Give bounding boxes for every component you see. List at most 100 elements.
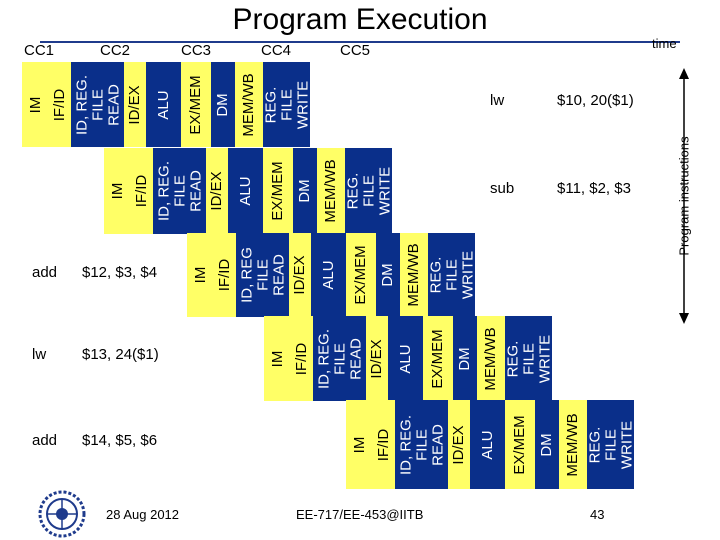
stage-data-memory: DM bbox=[376, 233, 400, 317]
instruction-op: sub bbox=[490, 180, 515, 197]
stage-label: IM bbox=[268, 350, 286, 367]
instruction-op: add bbox=[32, 264, 58, 281]
stage-id-ex-register: ID/EX bbox=[206, 148, 228, 234]
page-title: Program Execution bbox=[232, 3, 488, 36]
stage-label: MEM/WB bbox=[240, 72, 258, 137]
stage-label: IM bbox=[191, 266, 209, 284]
stage-label: DM bbox=[214, 92, 232, 117]
footer-course: EE-717/EE-453@IITB bbox=[296, 507, 424, 522]
stage-label: REG. FILE WRITE bbox=[263, 80, 310, 129]
stage-label: IM bbox=[350, 436, 368, 453]
stage-label: DM bbox=[538, 432, 556, 457]
stage-label: IF/ID bbox=[375, 428, 393, 461]
stage-ex-mem-register: EX/MEM bbox=[346, 233, 376, 317]
stage-im: IM bbox=[264, 316, 291, 401]
instruction-args: $14, $5, $6 bbox=[82, 432, 158, 449]
stage-label: ID, REG. FILE READ bbox=[154, 160, 204, 222]
clock-cycle-5: CC5 bbox=[340, 42, 371, 59]
instruction-args: $10, 20($1) bbox=[557, 92, 634, 109]
stage-if-id-register: IF/ID bbox=[49, 62, 71, 147]
stage-label: MEM/WB bbox=[482, 326, 500, 391]
stage-alu: ALU bbox=[311, 233, 346, 317]
stage-ex-mem-register: EX/MEM bbox=[423, 316, 453, 401]
stage-register-file-write: REG. FILE WRITE bbox=[345, 148, 392, 234]
stage-label: REG. FILE WRITE bbox=[345, 166, 392, 216]
stage-label: EX/MEM bbox=[187, 74, 205, 135]
stage-register-file-read: ID, REG. FILE READ bbox=[395, 400, 448, 489]
program-order-arrow bbox=[679, 68, 689, 324]
stage-id-ex-register: ID/EX bbox=[366, 316, 388, 401]
stage-label: MEM/WB bbox=[322, 159, 340, 223]
stage-register-file-read: ID, REG. FILE READ bbox=[153, 148, 206, 234]
stage-register-file-write: REG. FILE WRITE bbox=[428, 233, 475, 317]
stage-label: ALU bbox=[478, 429, 496, 460]
stage-if-id-register: IF/ID bbox=[291, 316, 313, 401]
stage-label: DM bbox=[296, 179, 314, 203]
instruction-args: $11, $2, $3 bbox=[557, 180, 631, 197]
instruction-args: $13, 24($1) bbox=[82, 346, 159, 363]
stage-label: EX/MEM bbox=[269, 161, 287, 221]
stage-register-file-read: ID, REG. FILE READ bbox=[313, 316, 366, 401]
stage-ex-mem-register: EX/MEM bbox=[263, 148, 293, 234]
footer-page-number: 43 bbox=[590, 507, 605, 522]
stage-alu: ALU bbox=[228, 148, 263, 234]
stage-label: MEM/WB bbox=[564, 412, 582, 477]
stage-alu: ALU bbox=[146, 62, 181, 147]
stage-label: ID, REG. FILE READ bbox=[314, 328, 364, 389]
stage-label: ID, REG FILE READ bbox=[237, 247, 287, 303]
stage-register-file-write: REG. FILE WRITE bbox=[587, 400, 634, 489]
stage-label: IF/ID bbox=[133, 174, 151, 208]
stage-im: IM bbox=[104, 148, 131, 234]
stage-im: IM bbox=[346, 400, 373, 489]
stage-label: DM bbox=[379, 263, 397, 287]
stage-label: ID/EX bbox=[291, 255, 309, 295]
stage-mem-wb-register: MEM/WB bbox=[559, 400, 587, 489]
clock-cycle-2: CC2 bbox=[100, 42, 131, 59]
stage-label: ID/EX bbox=[126, 84, 144, 125]
stage-label: REG. FILE WRITE bbox=[587, 420, 634, 469]
stage-label: ID, REG. FILE READ bbox=[72, 74, 122, 135]
stage-alu: ALU bbox=[388, 316, 423, 401]
stage-label: MEM/WB bbox=[405, 243, 423, 307]
title-underline bbox=[40, 41, 680, 43]
stage-label: IM bbox=[26, 96, 44, 113]
stage-label: IF/ID bbox=[51, 88, 69, 121]
instruction-op: lw bbox=[490, 92, 505, 109]
stage-if-id-register: IF/ID bbox=[373, 400, 395, 489]
stage-label: IF/ID bbox=[216, 258, 234, 292]
stage-if-id-register: IF/ID bbox=[214, 233, 236, 317]
stage-im: IM bbox=[187, 233, 214, 317]
stage-label: REG. FILE WRITE bbox=[428, 250, 475, 300]
stage-if-id-register: IF/ID bbox=[131, 148, 153, 234]
stage-label: ID/EX bbox=[208, 171, 226, 211]
instruction-op: add bbox=[32, 432, 58, 449]
stage-ex-mem-register: EX/MEM bbox=[505, 400, 535, 489]
time-label: time bbox=[652, 36, 677, 51]
instruction-op: lw bbox=[32, 346, 47, 363]
stage-ex-mem-register: EX/MEM bbox=[181, 62, 211, 147]
clock-cycle-1: CC1 bbox=[24, 42, 55, 59]
stage-register-file-write: REG. FILE WRITE bbox=[263, 62, 310, 147]
stage-alu: ALU bbox=[470, 400, 505, 489]
clock-cycle-3: CC3 bbox=[181, 42, 212, 59]
stage-id-ex-register: ID/EX bbox=[448, 400, 470, 489]
stage-register-file-read: ID, REG. FILE READ bbox=[71, 62, 124, 147]
stage-id-ex-register: ID/EX bbox=[124, 62, 146, 147]
stage-label: DM bbox=[456, 346, 474, 371]
stage-mem-wb-register: MEM/WB bbox=[317, 148, 345, 234]
program-instructions-label: Program instructions bbox=[676, 136, 692, 256]
stage-label: IF/ID bbox=[293, 342, 311, 375]
stage-data-memory: DM bbox=[453, 316, 477, 401]
stage-label: EX/MEM bbox=[352, 245, 370, 305]
stage-register-file-write: REG. FILE WRITE bbox=[505, 316, 552, 401]
stage-label: ALU bbox=[236, 176, 254, 206]
instruction-args: $12, $3, $4 bbox=[82, 264, 158, 281]
stage-label: ALU bbox=[396, 343, 414, 374]
stage-label: ALU bbox=[319, 260, 337, 290]
stage-label: IM bbox=[108, 182, 126, 200]
stage-label: REG. FILE WRITE bbox=[505, 334, 552, 383]
stage-data-memory: DM bbox=[535, 400, 559, 489]
stage-mem-wb-register: MEM/WB bbox=[235, 62, 263, 147]
stage-label: ID, REG. FILE READ bbox=[396, 414, 446, 475]
stage-mem-wb-register: MEM/WB bbox=[477, 316, 505, 401]
